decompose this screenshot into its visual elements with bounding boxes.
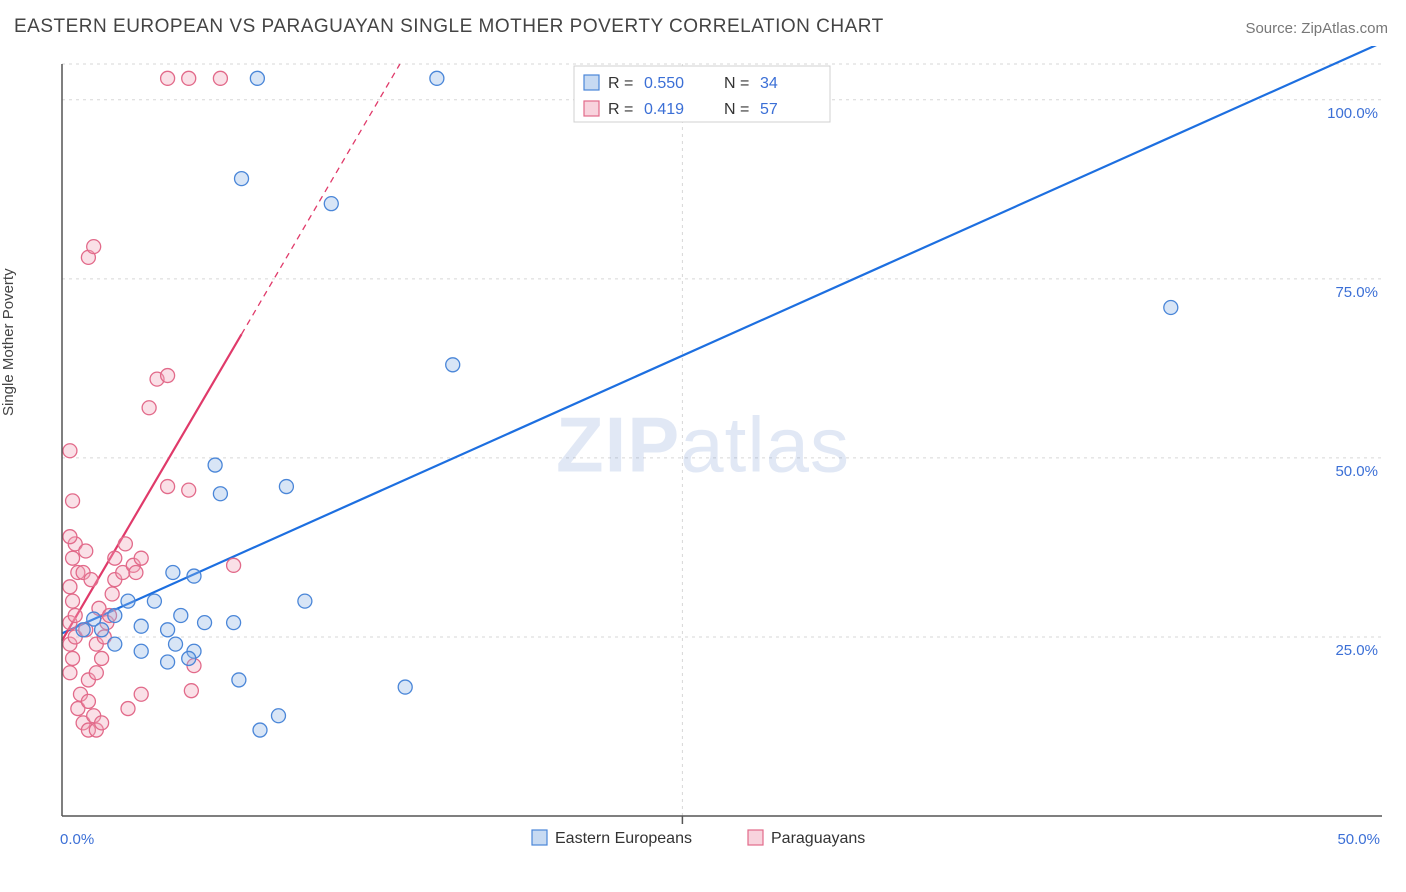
chart-root: EASTERN EUROPEAN VS PARAGUAYAN SINGLE MO… bbox=[0, 0, 1406, 892]
svg-text:25.0%: 25.0% bbox=[1335, 642, 1378, 659]
svg-text:100.0%: 100.0% bbox=[1327, 105, 1378, 122]
svg-text:34: 34 bbox=[760, 75, 778, 92]
y-axis-label: Single Mother Poverty bbox=[0, 268, 17, 416]
svg-text:Paraguayans: Paraguayans bbox=[771, 830, 865, 847]
svg-text:50.0%: 50.0% bbox=[1337, 831, 1380, 848]
svg-text:57: 57 bbox=[760, 101, 778, 118]
scatter-chart-svg: 25.0% 50.0% 75.0% 100.0% 0.0% 50.0% R = 0.550 N … bbox=[14, 46, 1392, 878]
source-attribution: Source: ZipAtlas.com bbox=[1245, 20, 1388, 37]
svg-text:N =: N = bbox=[724, 75, 749, 92]
svg-text:R =: R = bbox=[608, 101, 633, 118]
svg-text:0.550: 0.550 bbox=[644, 75, 684, 92]
svg-text:0.0%: 0.0% bbox=[60, 831, 94, 848]
chart-area: Single Mother Poverty 25.0%50.0%75.0%100… bbox=[14, 46, 1392, 878]
chart-title: EASTERN EUROPEAN VS PARAGUAYAN SINGLE MO… bbox=[14, 16, 884, 38]
svg-text:50.0%: 50.0% bbox=[1335, 463, 1378, 480]
svg-text:N =: N = bbox=[724, 101, 749, 118]
svg-text:75.0%: 75.0% bbox=[1335, 284, 1378, 301]
svg-text:R =: R = bbox=[608, 75, 633, 92]
svg-text:Eastern Europeans: Eastern Europeans bbox=[555, 830, 692, 847]
svg-text:0.419: 0.419 bbox=[644, 101, 684, 118]
